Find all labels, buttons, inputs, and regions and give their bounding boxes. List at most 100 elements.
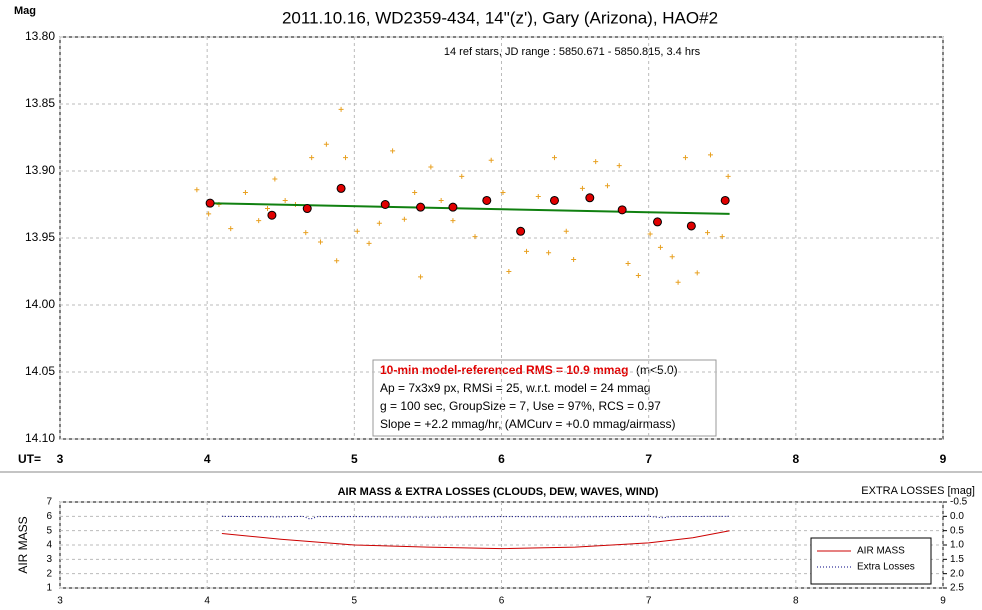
y-tick-label: 14.10 (25, 431, 55, 445)
series-line (221, 515, 730, 520)
y-axis-label: Mag (14, 5, 36, 17)
y2-tick-label: -0.5 (950, 497, 968, 508)
chart-title: AIR MASS & EXTRA LOSSES (CLOUDS, DEW, WA… (338, 486, 659, 498)
data-point (500, 189, 506, 195)
y-tick-label: 14.00 (25, 297, 55, 311)
group-point (448, 202, 458, 212)
y-tick-label: 13.85 (25, 96, 55, 110)
model-line (210, 202, 730, 215)
data-point (354, 228, 360, 234)
y-tick-label: 13.90 (25, 163, 55, 177)
group-point (617, 205, 627, 215)
y2-tick-label: 2.5 (950, 583, 964, 594)
data-point (376, 220, 382, 226)
data-point (488, 157, 494, 163)
x-tick-label: 6 (498, 452, 505, 466)
y-tick-label: 3 (46, 554, 52, 565)
x-tick-label: 8 (793, 596, 799, 607)
group-point (720, 195, 730, 205)
group-point (585, 193, 595, 203)
data-point (228, 226, 234, 232)
x-tick-label: 5 (352, 596, 358, 607)
y-tick-label: 1 (46, 583, 52, 594)
legend-box (810, 537, 932, 585)
group-point (336, 183, 346, 193)
stats-headline: 10-min model-referenced RMS = 10.9 mmag (380, 363, 628, 377)
series-line (221, 530, 730, 550)
data-point (719, 234, 725, 240)
data-point (707, 152, 713, 158)
y-tick-label: 4 (46, 540, 52, 551)
stats-box (372, 359, 717, 437)
data-point (635, 273, 641, 279)
x-tick-label: 8 (792, 452, 799, 466)
y-tick-label: 6 (46, 511, 52, 522)
stats-line: Slope = +2.2 mmag/hr, (AMCurv = +0.0 mma… (380, 417, 675, 431)
y2-tick-label: 0.0 (950, 511, 964, 522)
data-point (450, 218, 456, 224)
x-tick-label: 4 (204, 596, 210, 607)
stats-line: g = 100 sec, GroupSize = 7, Use = 97%, R… (380, 399, 661, 413)
data-point (206, 211, 212, 217)
y-tick-label: 7 (46, 497, 52, 508)
data-point (412, 189, 418, 195)
x-tick-label: 7 (645, 452, 652, 466)
data-point (506, 269, 512, 274)
stats-note: (m<5.0) (636, 363, 678, 377)
y2-tick-label: 0.5 (950, 525, 964, 536)
data-point (334, 258, 340, 264)
x-tick-label: 9 (940, 452, 947, 466)
data-point (401, 216, 407, 222)
data-point (604, 183, 610, 189)
data-point (390, 148, 396, 154)
x-tick-label: 4 (204, 452, 211, 466)
group-point (205, 198, 215, 208)
y2-tick-label: 1.5 (950, 554, 964, 565)
data-point (571, 256, 577, 262)
y-tick-label: 13.95 (25, 230, 55, 244)
data-point (579, 185, 585, 191)
y2-tick-label: 2.0 (950, 568, 964, 579)
data-point (551, 155, 557, 161)
data-point (282, 197, 288, 203)
data-point (438, 197, 444, 203)
data-point (694, 270, 700, 276)
group-point (302, 204, 312, 214)
y2-tick-label: 1.0 (950, 540, 964, 551)
x-tick-label: 3 (57, 452, 64, 466)
x-axis-label: UT= (18, 452, 41, 466)
group-point (549, 195, 559, 205)
data-point (418, 274, 424, 280)
data-point (546, 250, 552, 256)
group-point (686, 221, 696, 231)
data-point (256, 218, 262, 224)
y-tick-label: 5 (46, 525, 52, 536)
data-point (524, 248, 530, 254)
x-tick-label: 7 (646, 596, 652, 607)
data-point (657, 244, 663, 250)
data-point (242, 189, 248, 195)
stats-line: Ap = 7x3x9 px, RMSi = 25, w.r.t. model =… (380, 381, 650, 395)
data-point (647, 231, 653, 237)
data-point (616, 163, 622, 169)
data-point (428, 164, 434, 170)
data-point (682, 155, 688, 161)
data-point (669, 254, 675, 260)
y-axis-label: AIR MASS (16, 516, 30, 573)
annotation: 14 ref stars, JD range : 5850.671 - 5850… (444, 46, 701, 58)
chart-title: 2011.10.16, WD2359-434, 14"(z'), Gary (A… (282, 8, 718, 27)
data-point (593, 159, 599, 165)
y-tick-label: 14.05 (25, 364, 55, 378)
data-point (459, 173, 465, 179)
y-tick-label: 13.80 (25, 29, 55, 43)
data-point (265, 206, 271, 212)
data-point (625, 260, 631, 266)
data-point (366, 240, 372, 246)
legend-label: AIR MASS (857, 546, 905, 557)
legend-label: Extra Losses (857, 562, 915, 573)
data-point (343, 155, 349, 161)
y2-axis-label: EXTRA LOSSES [mag] (861, 485, 975, 497)
data-point (725, 173, 731, 179)
data-point (675, 279, 681, 285)
